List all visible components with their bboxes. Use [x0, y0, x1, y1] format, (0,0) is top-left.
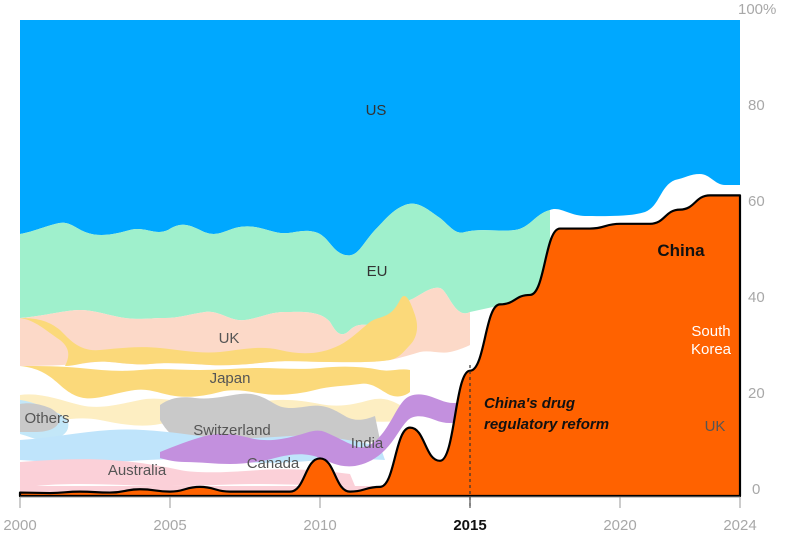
label-india: India [351, 435, 384, 452]
x-tick-2015: 2015 [453, 517, 486, 534]
series-labels: US EU China UK Japan Others Switzerland … [24, 102, 731, 479]
band-eu [20, 203, 550, 335]
band-china [18, 194, 742, 498]
y-tick-0: 0 [752, 481, 760, 498]
x-axis: 2000 2005 2010 2015 2020 2024 [3, 496, 757, 534]
label-south-korea-2: Korea [691, 341, 732, 358]
label-uk: UK [219, 330, 240, 347]
y-tick-60: 60 [748, 193, 765, 210]
label-uk-right: UK [705, 418, 726, 435]
x-tick-2020: 2020 [603, 517, 636, 534]
label-south-korea-1: South [691, 323, 730, 340]
band-pink [20, 459, 355, 488]
label-australia: Australia [108, 462, 167, 479]
band-japan [20, 295, 418, 366]
band-india [160, 394, 462, 467]
y-tick-20: 20 [748, 385, 765, 402]
band-switzerland [160, 393, 380, 444]
annotation-line-2: regulatory reform [484, 416, 609, 433]
annotation: China's drug regulatory reform [484, 395, 609, 433]
y-tick-100: 100% [738, 1, 776, 18]
label-japan: Japan [210, 370, 251, 387]
x-tick-2005: 2005 [153, 517, 186, 534]
label-us: US [366, 102, 387, 119]
x-tick-2024: 2024 [723, 517, 756, 534]
label-china: China [657, 241, 705, 260]
x-tick-2010: 2010 [303, 517, 336, 534]
x-tick-2000: 2000 [3, 517, 36, 534]
y-axis: 100% 80 60 40 20 0 [738, 1, 776, 498]
y-tick-80: 80 [748, 97, 765, 114]
band-others-grey [20, 403, 60, 432]
label-eu: EU [367, 263, 388, 280]
band-us [20, 20, 740, 256]
y-tick-40: 40 [748, 289, 765, 306]
annotation-line-1: China's drug [484, 395, 575, 412]
label-canada: Canada [247, 455, 300, 472]
label-switzerland: Switzerland [193, 422, 271, 439]
band-japan-lower [20, 366, 410, 399]
label-others: Others [24, 410, 69, 427]
